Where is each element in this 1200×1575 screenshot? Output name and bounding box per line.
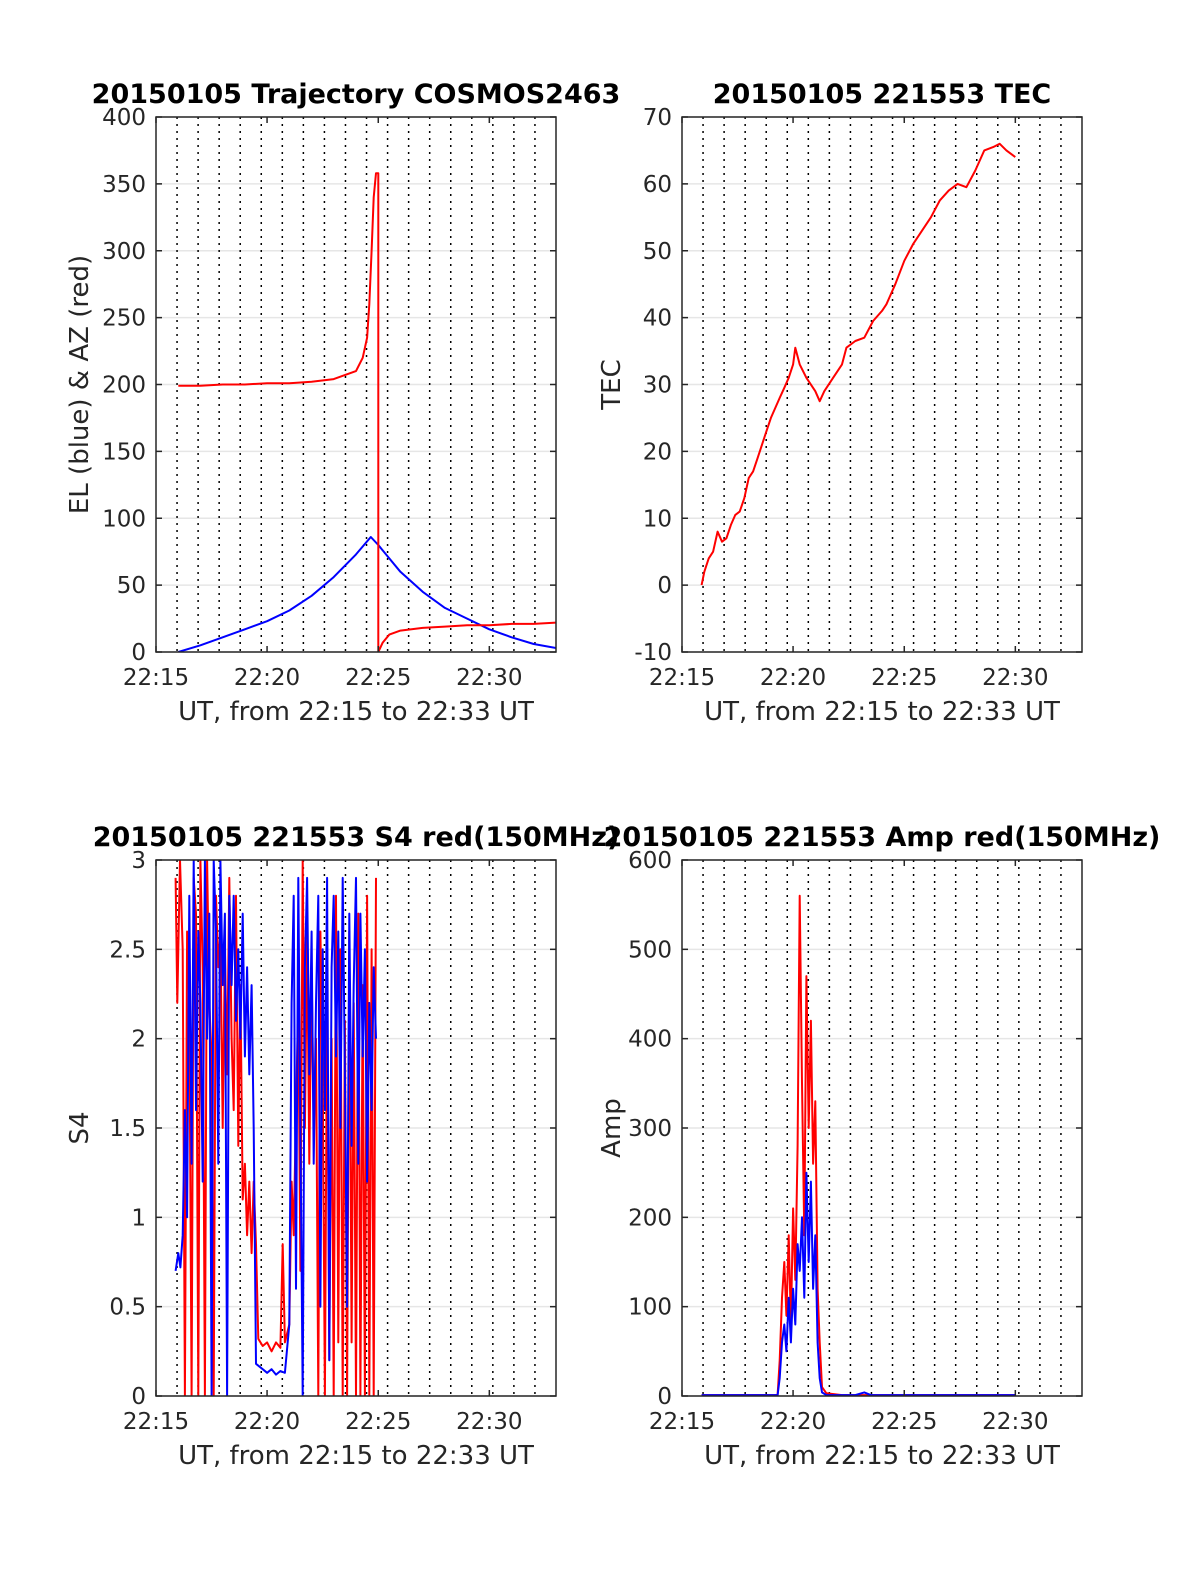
series-line-blue bbox=[701, 1171, 1016, 1396]
y-tick-label: -10 bbox=[634, 640, 672, 666]
chart-s4: 0 0.5 1 1.5 2 2.5 3 22:15 22:20 22:25 22:30 2015010… bbox=[65, 822, 619, 1471]
x-tick-label: 22:25 bbox=[871, 665, 937, 691]
y-tick-label: 400 bbox=[102, 105, 146, 131]
series-line-blue bbox=[174, 860, 377, 1396]
y-tick-label: 40 bbox=[643, 306, 672, 332]
series-line-blue bbox=[178, 536, 556, 652]
y-tick-label: 100 bbox=[102, 506, 146, 532]
chart-title: 20150105 221553 Amp red(150MHz) bbox=[604, 822, 1161, 853]
y-axis-label: S4 bbox=[65, 1111, 95, 1144]
x-tick-label: 22:15 bbox=[123, 1409, 189, 1435]
x-tick-label: 22:20 bbox=[760, 1409, 826, 1435]
y-tick-label: 400 bbox=[628, 1027, 672, 1053]
x-axis-label: UT, from 22:15 to 22:33 UT bbox=[704, 1441, 1060, 1471]
y-tick-label: 30 bbox=[643, 373, 672, 399]
x-tick-label: 22:15 bbox=[649, 665, 715, 691]
y-tick-label: 50 bbox=[117, 573, 146, 599]
chart-tec: -10 0 10 20 30 40 50 60 70 22:15 22:20 22:25 22:30 20… bbox=[597, 79, 1083, 727]
chart-title: 20150105 Trajectory COSMOS2463 bbox=[92, 79, 621, 110]
y-tick-label: 0 bbox=[131, 1384, 146, 1410]
series-line-red bbox=[700, 142, 1016, 586]
y-tick-label: 70 bbox=[643, 105, 672, 131]
y-tick-label: 100 bbox=[628, 1295, 672, 1321]
x-tick-label: 22:25 bbox=[871, 1409, 937, 1435]
y-tick-label: 300 bbox=[102, 239, 146, 265]
y-tick-label: 1 bbox=[131, 1205, 146, 1231]
y-tick-label: 200 bbox=[102, 373, 146, 399]
y-tick-label: 300 bbox=[628, 1116, 672, 1142]
x-tick-label: 22:30 bbox=[456, 665, 522, 691]
x-tick-label: 22:20 bbox=[760, 665, 826, 691]
y-tick-label: 0 bbox=[131, 640, 146, 666]
x-tick-label: 22:20 bbox=[234, 665, 300, 691]
x-tick-label: 22:30 bbox=[982, 1409, 1048, 1435]
y-tick-label: 1.5 bbox=[109, 1116, 146, 1142]
x-tick-label: 22:15 bbox=[649, 1409, 715, 1435]
chart-title: 20150105 221553 TEC bbox=[713, 79, 1052, 110]
y-tick-label: 2 bbox=[131, 1027, 146, 1053]
y-axis-label: Amp bbox=[597, 1098, 627, 1158]
x-tick-label: 22:30 bbox=[982, 665, 1048, 691]
y-axis-label: EL (blue) & AZ (red) bbox=[65, 255, 95, 514]
y-tick-label: 500 bbox=[628, 937, 672, 963]
y-tick-label: 50 bbox=[643, 239, 672, 265]
y-tick-label: 150 bbox=[102, 439, 146, 465]
series-line-red bbox=[701, 894, 1016, 1396]
y-axis-label: TEC bbox=[597, 359, 627, 410]
x-tick-label: 22:15 bbox=[123, 665, 189, 691]
y-tick-label: 2.5 bbox=[109, 937, 146, 963]
chart-trajectory: 0 50 100 150 200 250 300 350 400 22:15 22:20 22:25 2… bbox=[65, 79, 620, 727]
y-tick-label: 3 bbox=[131, 848, 146, 874]
x-axis-label: UT, from 22:15 to 22:33 UT bbox=[704, 697, 1060, 727]
y-tick-label: 0 bbox=[657, 573, 672, 599]
y-tick-label: 60 bbox=[643, 172, 672, 198]
y-tick-label: 10 bbox=[643, 506, 672, 532]
chart-amp: 0 100 200 300 400 500 600 22:15 22:20 22:25 22:30 2… bbox=[597, 822, 1160, 1471]
x-axis-label: UT, from 22:15 to 22:33 UT bbox=[178, 1441, 534, 1471]
x-tick-label: 22:25 bbox=[345, 1409, 411, 1435]
y-tick-label: 350 bbox=[102, 172, 146, 198]
series-line-red bbox=[178, 172, 556, 652]
y-tick-label: 20 bbox=[643, 439, 672, 465]
x-tick-label: 22:25 bbox=[345, 665, 411, 691]
x-tick-label: 22:20 bbox=[234, 1409, 300, 1435]
x-tick-label: 22:30 bbox=[456, 1409, 522, 1435]
y-tick-label: 0 bbox=[657, 1384, 672, 1410]
x-axis-label: UT, from 22:15 to 22:33 UT bbox=[178, 697, 534, 727]
y-tick-label: 250 bbox=[102, 306, 146, 332]
chart-title: 20150105 221553 S4 red(150MHz) bbox=[93, 822, 620, 853]
y-tick-label: 0.5 bbox=[109, 1295, 146, 1321]
y-tick-label: 600 bbox=[628, 848, 672, 874]
y-tick-label: 200 bbox=[628, 1205, 672, 1231]
